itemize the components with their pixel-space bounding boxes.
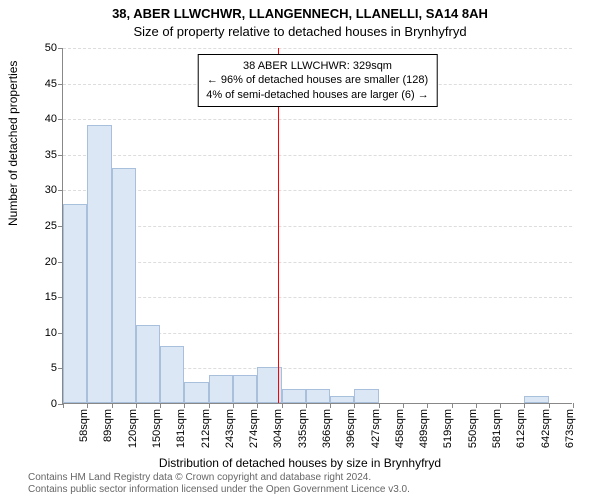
histogram-bar [524,396,548,403]
annotation-line3: 4% of semi-detached houses are larger (6… [206,88,429,102]
x-tick-mark [87,403,88,408]
y-tick-mark [58,155,63,156]
x-tick-mark [306,403,307,408]
y-tick-label: 5 [51,362,57,374]
y-axis-label: Number of detached properties [6,61,20,226]
x-tick-mark [112,403,113,408]
x-tick-label: 304sqm [272,409,284,448]
histogram-bar [209,375,233,403]
histogram-bar [112,168,136,403]
histogram-bar [233,375,257,403]
y-tick-label: 15 [45,291,57,303]
histogram-bar [87,125,111,403]
x-tick-mark [452,403,453,408]
x-tick-label: 458sqm [394,409,406,448]
gridline-h [63,226,572,227]
gridline-h [63,155,572,156]
gridline-h [63,119,572,120]
chart-container: 38, ABER LLWCHWR, LLANGENNECH, LLANELLI,… [0,0,600,500]
x-tick-mark [403,403,404,408]
y-tick-mark [58,190,63,191]
x-tick-label: 550sqm [467,409,479,448]
y-tick-label: 40 [45,113,57,125]
x-tick-label: 89sqm [102,409,114,442]
x-tick-mark [476,403,477,408]
x-tick-label: 212sqm [200,409,212,448]
footer-attribution: Contains HM Land Registry data © Crown c… [28,472,410,496]
x-tick-mark [549,403,550,408]
histogram-bar [330,396,354,403]
gridline-h [63,297,572,298]
histogram-bar [306,389,330,403]
footer-line1: Contains HM Land Registry data © Crown c… [28,472,410,484]
y-tick-mark [58,48,63,49]
x-tick-mark [160,403,161,408]
x-tick-label: 120sqm [127,409,139,448]
y-tick-mark [58,119,63,120]
y-tick-label: 10 [45,327,57,339]
x-tick-label: 181sqm [175,409,187,448]
histogram-bar [136,325,160,403]
x-axis-label: Distribution of detached houses by size … [0,456,600,470]
chart-title-line2: Size of property relative to detached ho… [0,24,600,39]
x-tick-mark [573,403,574,408]
y-tick-mark [58,84,63,85]
y-tick-label: 0 [51,398,57,410]
histogram-bar [63,204,87,403]
histogram-bar [184,382,208,403]
gridline-h [63,48,572,49]
annotation-line2: ← 96% of detached houses are smaller (12… [206,73,429,87]
histogram-bar [160,346,184,403]
x-tick-label: 427sqm [370,409,382,448]
histogram-bar [282,389,306,403]
x-tick-mark [233,403,234,408]
x-tick-mark [209,403,210,408]
x-tick-label: 396sqm [345,409,357,448]
x-tick-label: 366sqm [321,409,333,448]
x-tick-label: 274sqm [248,409,260,448]
y-tick-label: 25 [45,220,57,232]
y-tick-label: 20 [45,256,57,268]
x-tick-mark [330,403,331,408]
x-tick-label: 150sqm [151,409,163,448]
x-tick-mark [354,403,355,408]
x-tick-mark [282,403,283,408]
x-tick-label: 673sqm [564,409,576,448]
x-tick-label: 612sqm [515,409,527,448]
plot-area: 0510152025303540455058sqm89sqm120sqm150s… [62,48,572,404]
x-tick-mark [379,403,380,408]
x-tick-mark [524,403,525,408]
x-tick-label: 58sqm [78,409,90,442]
footer-line2: Contains public sector information licen… [28,484,410,496]
y-tick-label: 50 [45,42,57,54]
x-tick-mark [427,403,428,408]
y-tick-label: 35 [45,149,57,161]
annotation-box: 38 ABER LLWCHWR: 329sqm ← 96% of detache… [197,54,438,107]
gridline-h [63,190,572,191]
histogram-bar [354,389,378,403]
x-tick-label: 243sqm [224,409,236,448]
x-tick-mark [136,403,137,408]
annotation-line1: 38 ABER LLWCHWR: 329sqm [206,59,429,73]
x-tick-label: 335sqm [297,409,309,448]
y-tick-label: 30 [45,184,57,196]
x-tick-label: 642sqm [540,409,552,448]
gridline-h [63,262,572,263]
x-tick-label: 519sqm [442,409,454,448]
x-tick-label: 581sqm [491,409,503,448]
x-tick-mark [257,403,258,408]
x-tick-mark [184,403,185,408]
x-tick-mark [63,403,64,408]
chart-title-line1: 38, ABER LLWCHWR, LLANGENNECH, LLANELLI,… [0,6,600,21]
x-tick-mark [500,403,501,408]
x-tick-label: 489sqm [418,409,430,448]
y-tick-label: 45 [45,78,57,90]
